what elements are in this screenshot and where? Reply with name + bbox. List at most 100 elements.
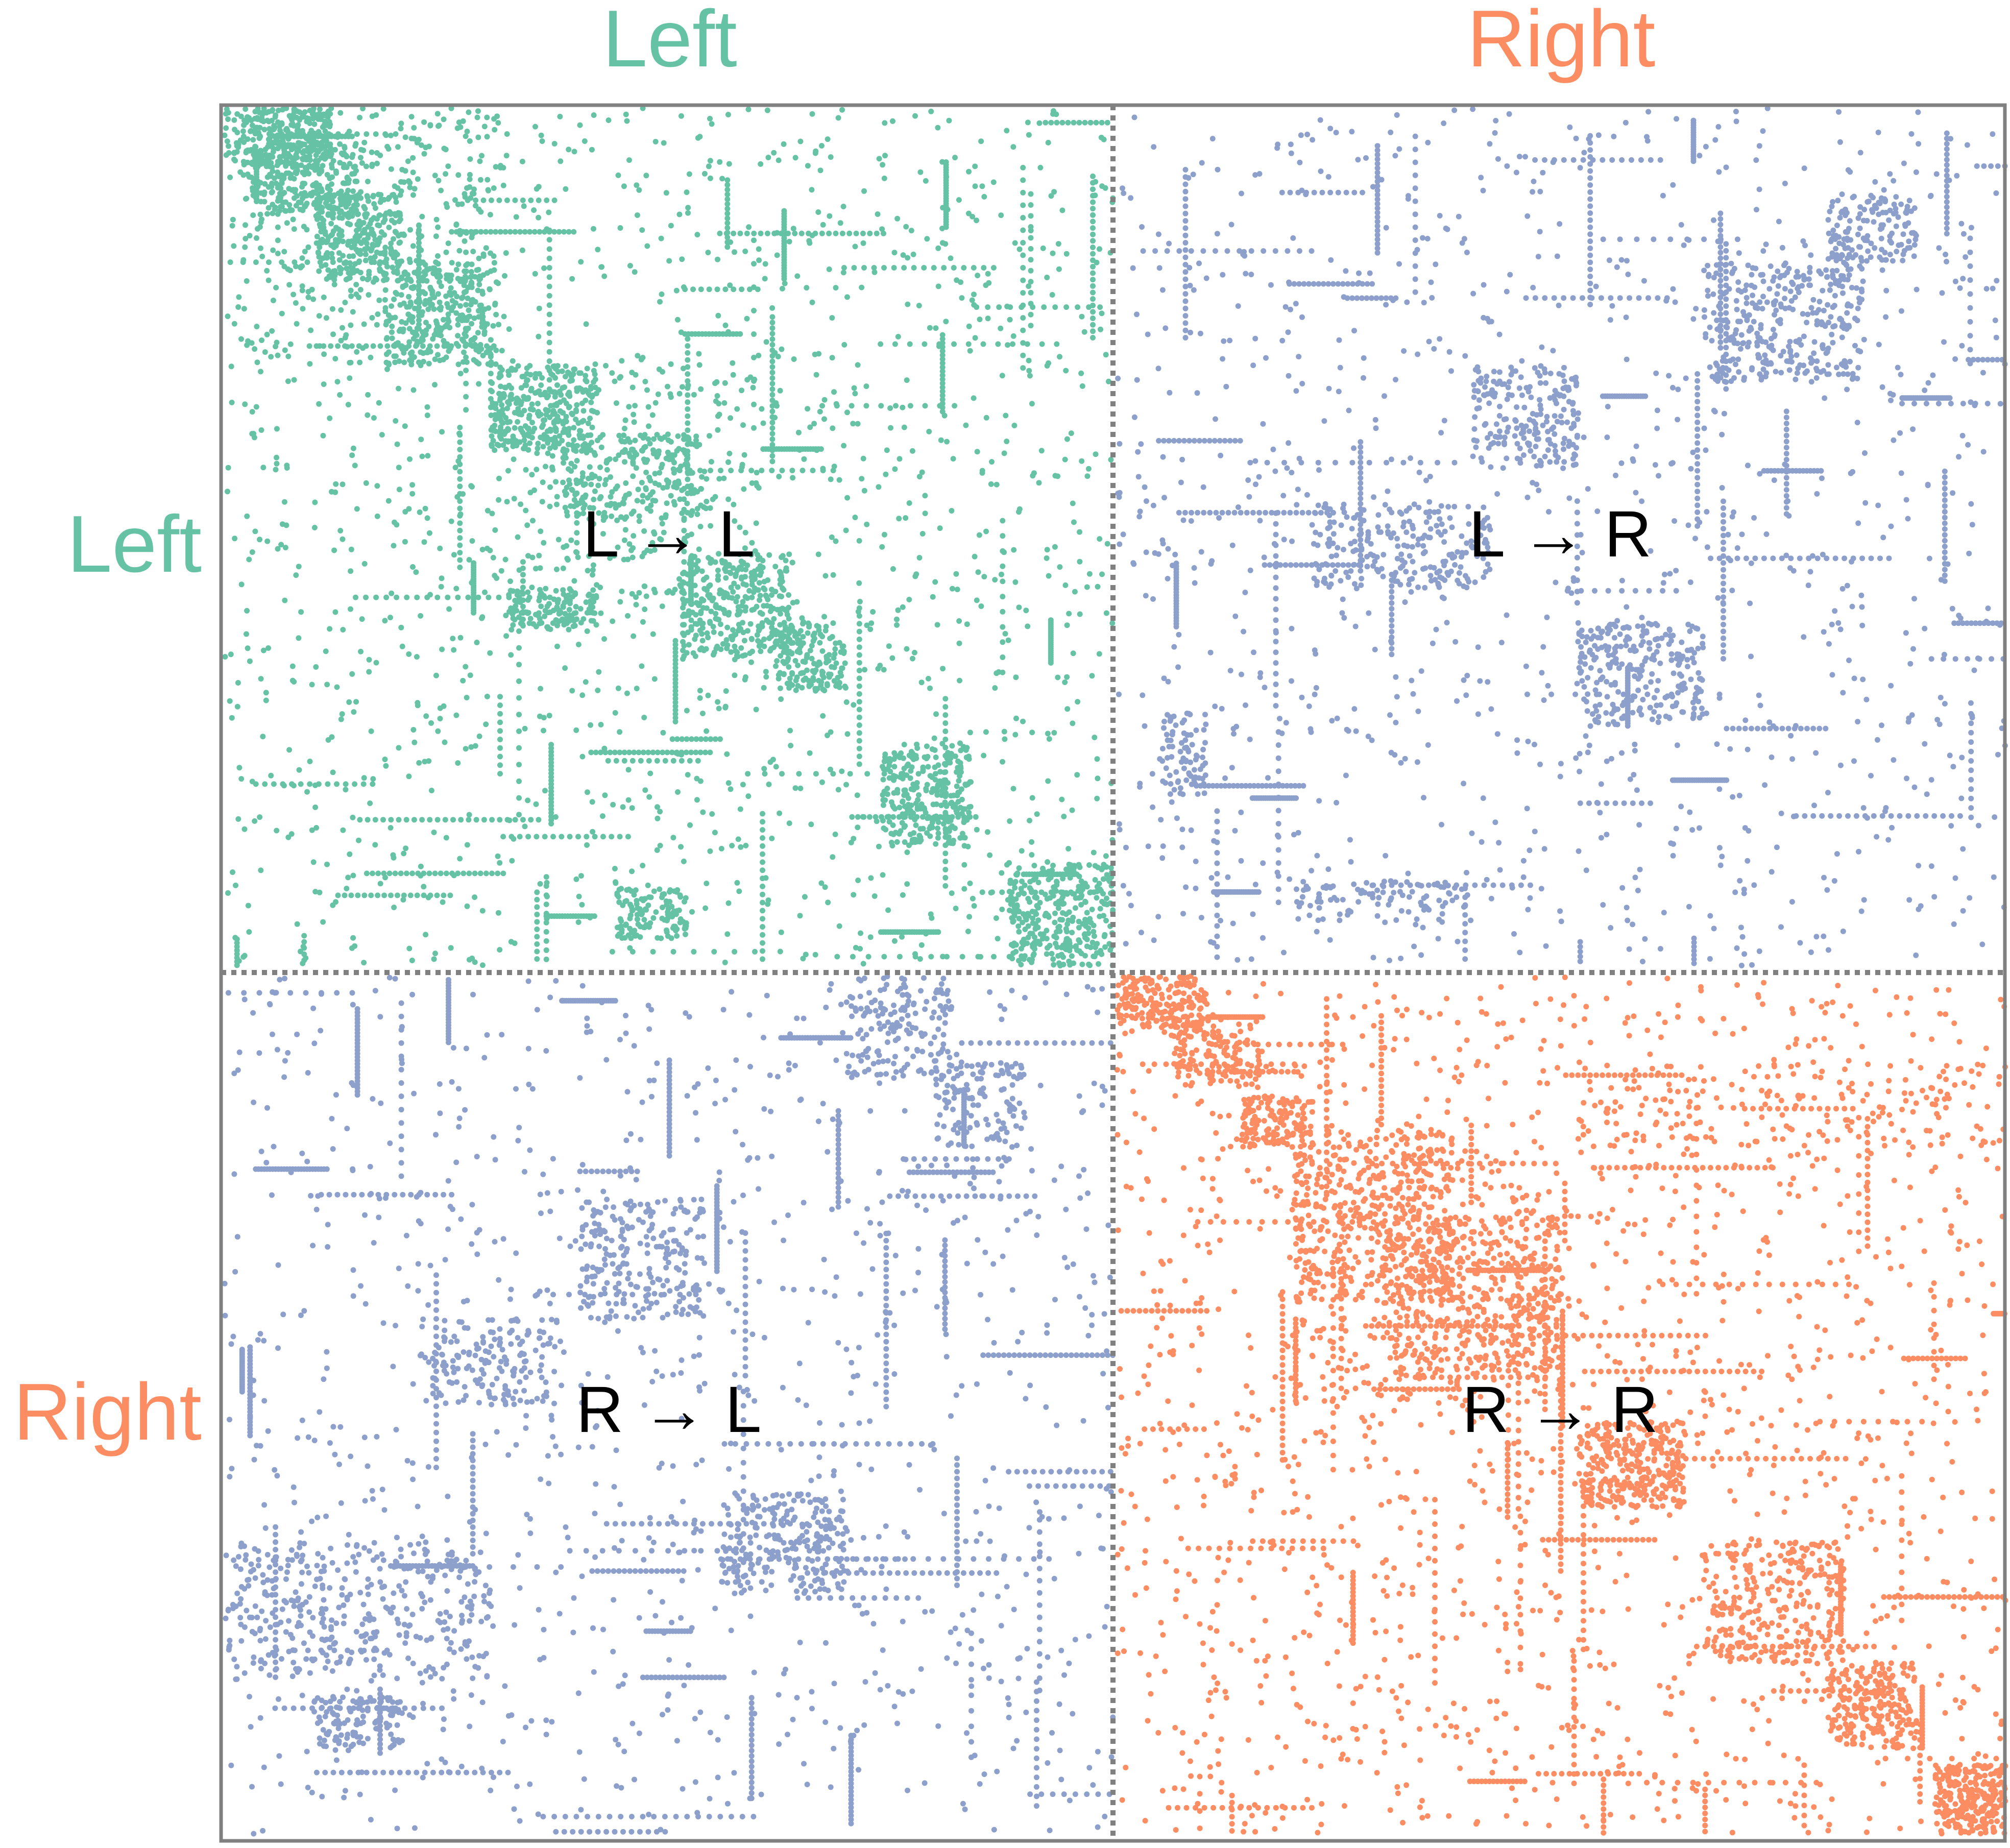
matrix-dot <box>574 458 580 464</box>
matrix-dot <box>971 291 977 298</box>
matrix-dot <box>904 646 910 652</box>
matrix-dot <box>591 112 597 118</box>
matrix-dot <box>650 915 657 921</box>
matrix-dot <box>352 178 358 184</box>
matrix-dot <box>627 263 633 269</box>
matrix-dot <box>389 335 395 342</box>
matrix-dot <box>830 425 836 431</box>
matrix-dot <box>857 599 863 604</box>
matrix-dot <box>695 135 701 141</box>
matrix-dot <box>360 148 367 153</box>
matrix-dot <box>842 660 848 666</box>
matrix-dot <box>238 113 244 119</box>
matrix-dot <box>822 627 829 634</box>
matrix-dot <box>374 241 380 248</box>
matrix-dot <box>776 474 782 479</box>
matrix-dot <box>979 889 985 895</box>
matrix-dot <box>430 265 436 271</box>
matrix-dot <box>335 190 342 197</box>
matrix-dot <box>445 240 451 247</box>
matrix-dot <box>406 304 413 310</box>
matrix-dot <box>787 628 793 634</box>
matrix-dot <box>590 618 596 624</box>
matrix-dot <box>519 374 525 380</box>
matrix-dot <box>320 432 326 439</box>
matrix-dot <box>1037 164 1044 171</box>
matrix-dot <box>817 167 824 174</box>
matrix-dot <box>228 363 234 370</box>
matrix-dot <box>361 230 368 236</box>
matrix-dot <box>642 459 648 465</box>
matrix-dot <box>527 363 533 369</box>
matrix-dot <box>786 551 792 557</box>
matrix-dot <box>349 343 355 349</box>
matrix-dot <box>977 317 983 323</box>
matrix-dot <box>1079 313 1085 320</box>
matrix-dot <box>676 907 682 913</box>
matrix-dot <box>793 677 799 684</box>
matrix-dot <box>927 825 933 832</box>
matrix-dot <box>856 644 862 650</box>
matrix-dot <box>338 716 344 722</box>
matrix-dot <box>856 636 862 642</box>
matrix-dot <box>658 935 664 941</box>
matrix-dot <box>576 893 582 899</box>
matrix-dot <box>647 920 653 926</box>
matrix-dot <box>896 516 902 522</box>
matrix-dot <box>627 439 633 445</box>
matrix-dot <box>573 610 579 616</box>
matrix-dot <box>242 244 248 250</box>
matrix-dot <box>527 616 534 622</box>
matrix-dot <box>753 480 759 486</box>
matrix-dot <box>1044 555 1050 561</box>
matrix-dot <box>591 226 596 232</box>
matrix-dot <box>1040 865 1046 871</box>
matrix-dot <box>862 667 867 673</box>
matrix-dot <box>468 269 474 275</box>
matrix-dot <box>755 556 761 563</box>
matrix-dot <box>479 547 486 552</box>
matrix-dot <box>731 632 737 638</box>
matrix-dot <box>490 323 496 329</box>
matrix-dot <box>532 371 539 377</box>
matrix-dot <box>333 170 340 176</box>
matrix-dot <box>925 675 931 682</box>
matrix-dot <box>650 447 656 453</box>
matrix-dot <box>985 271 991 277</box>
matrix-dot <box>381 232 388 238</box>
matrix-dot <box>1013 949 1019 955</box>
matrix-dot <box>382 216 388 223</box>
matrix-dot <box>942 850 949 857</box>
matrix-dot <box>369 315 375 321</box>
matrix-dot <box>491 185 497 191</box>
matrix-dot <box>890 566 896 572</box>
matrix-dot <box>942 793 949 799</box>
matrix-dot <box>500 407 506 412</box>
matrix-dot <box>1051 933 1057 939</box>
matrix-dot <box>507 229 513 235</box>
matrix-dot <box>773 663 779 669</box>
matrix-dot <box>363 480 369 486</box>
matrix-dot <box>430 336 436 342</box>
matrix-dot <box>1029 795 1035 801</box>
matrix-dot <box>817 408 823 415</box>
matrix-dot <box>266 118 272 125</box>
matrix-dot <box>528 385 535 392</box>
matrix-dot <box>593 594 599 600</box>
matrix-dot <box>561 229 567 235</box>
matrix-dot <box>711 629 717 635</box>
matrix-dot <box>753 707 759 713</box>
matrix-dot <box>1044 936 1050 942</box>
matrix-dot <box>310 116 316 121</box>
matrix-dot <box>733 573 739 579</box>
matrix-dot <box>673 484 680 491</box>
matrix-dot <box>546 368 552 374</box>
matrix-dot <box>340 180 346 186</box>
matrix-dot <box>299 184 305 190</box>
matrix-dot <box>626 157 632 163</box>
matrix-dot <box>356 233 362 239</box>
matrix-dot <box>345 198 351 204</box>
matrix-dot <box>426 143 432 150</box>
matrix-dot <box>246 115 252 121</box>
matrix-dot <box>1099 310 1105 317</box>
